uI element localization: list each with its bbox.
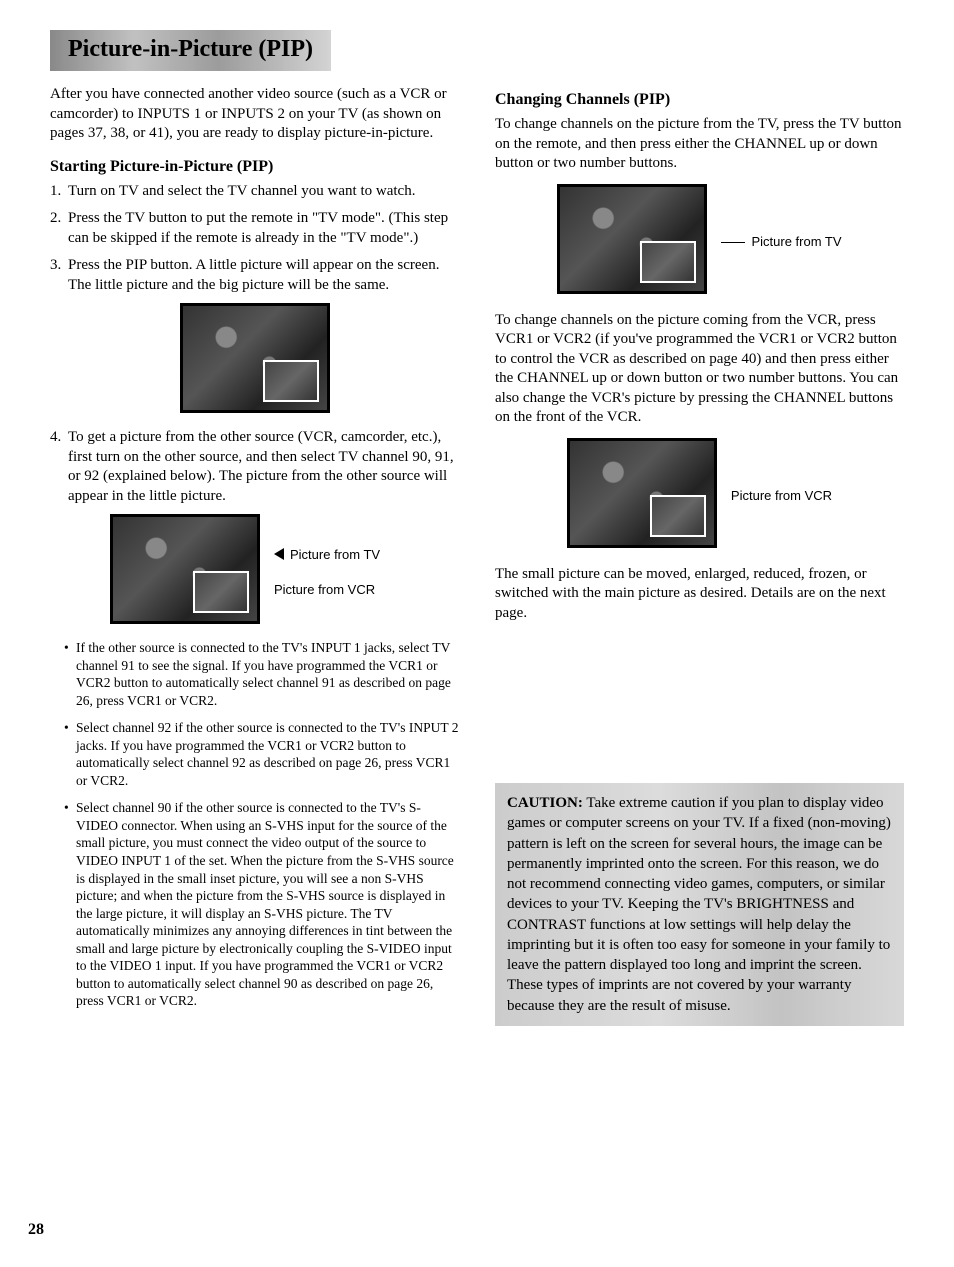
figure-pip-labeled: Picture from TV Picture from VCR	[50, 514, 459, 629]
changing-channels-heading: Changing Channels (PIP)	[495, 91, 904, 109]
figure-channel-tv: Picture from TV	[495, 184, 904, 299]
right-column: Changing Channels (PIP) To change channe…	[495, 85, 904, 1026]
step-number: 4.	[50, 428, 68, 506]
pip-illustration	[110, 514, 260, 629]
pip-illustration	[567, 438, 717, 553]
bullet-item: • Select channel 90 if the other source …	[50, 799, 459, 1010]
bullet-dot-icon: •	[64, 639, 76, 709]
right-p1: To change channels on the picture from t…	[495, 115, 904, 174]
caution-body: Take extreme caution if you plan to disp…	[507, 795, 891, 1014]
pip-illustration	[180, 303, 330, 418]
bullet-item: • If the other source is connected to th…	[50, 639, 459, 709]
page-title-banner: Picture-in-Picture (PIP)	[50, 30, 331, 71]
content-columns: After you have connected another video s…	[50, 85, 904, 1026]
intro-paragraph: After you have connected another video s…	[50, 85, 459, 144]
step-1: 1. Turn on TV and select the TV channel …	[50, 182, 459, 202]
step-body: Press the TV button to put the remote in…	[68, 209, 459, 248]
pip-illustration	[557, 184, 707, 299]
left-column: After you have connected another video s…	[50, 85, 459, 1026]
step-body: To get a picture from the other source (…	[68, 428, 459, 506]
bullet-body: Select channel 90 if the other source is…	[76, 799, 459, 1010]
dash-icon	[721, 242, 745, 243]
figure-label-stack: Picture from TV Picture from VCR	[274, 547, 380, 597]
step-3: 3. Press the PIP button. A little pictur…	[50, 256, 459, 295]
label-picture-vcr: Picture from VCR	[274, 582, 375, 597]
bullet-list: • If the other source is connected to th…	[50, 639, 459, 1010]
step-number: 1.	[50, 182, 68, 202]
step-body: Turn on TV and select the TV channel you…	[68, 182, 459, 202]
caution-box: CAUTION: Take extreme caution if you pla…	[495, 783, 904, 1026]
bullet-item: • Select channel 92 if the other source …	[50, 719, 459, 789]
label-picture-vcr: Picture from VCR	[731, 488, 832, 503]
bullet-dot-icon: •	[64, 719, 76, 789]
caution-lead: CAUTION:	[507, 795, 583, 811]
step-number: 2.	[50, 209, 68, 248]
right-p2: To change channels on the picture coming…	[495, 311, 904, 428]
step-2: 2. Press the TV button to put the remote…	[50, 209, 459, 248]
arrow-left-icon	[274, 548, 284, 560]
label-picture-tv: Picture from TV	[290, 547, 380, 562]
step-body: Press the PIP button. A little picture w…	[68, 256, 459, 295]
step-4: 4. To get a picture from the other sourc…	[50, 428, 459, 506]
page-number: 28	[28, 1221, 44, 1239]
label-picture-tv: Picture from TV	[721, 234, 841, 249]
bullet-body: If the other source is connected to the …	[76, 639, 459, 709]
bullet-body: Select channel 92 if the other source is…	[76, 719, 459, 789]
bullet-dot-icon: •	[64, 799, 76, 1010]
starting-pip-heading: Starting Picture-in-Picture (PIP)	[50, 158, 459, 176]
right-p3: The small picture can be moved, enlarged…	[495, 565, 904, 624]
figure-pip-same	[50, 303, 459, 418]
figure-channel-vcr: Picture from VCR	[495, 438, 904, 553]
step-number: 3.	[50, 256, 68, 295]
